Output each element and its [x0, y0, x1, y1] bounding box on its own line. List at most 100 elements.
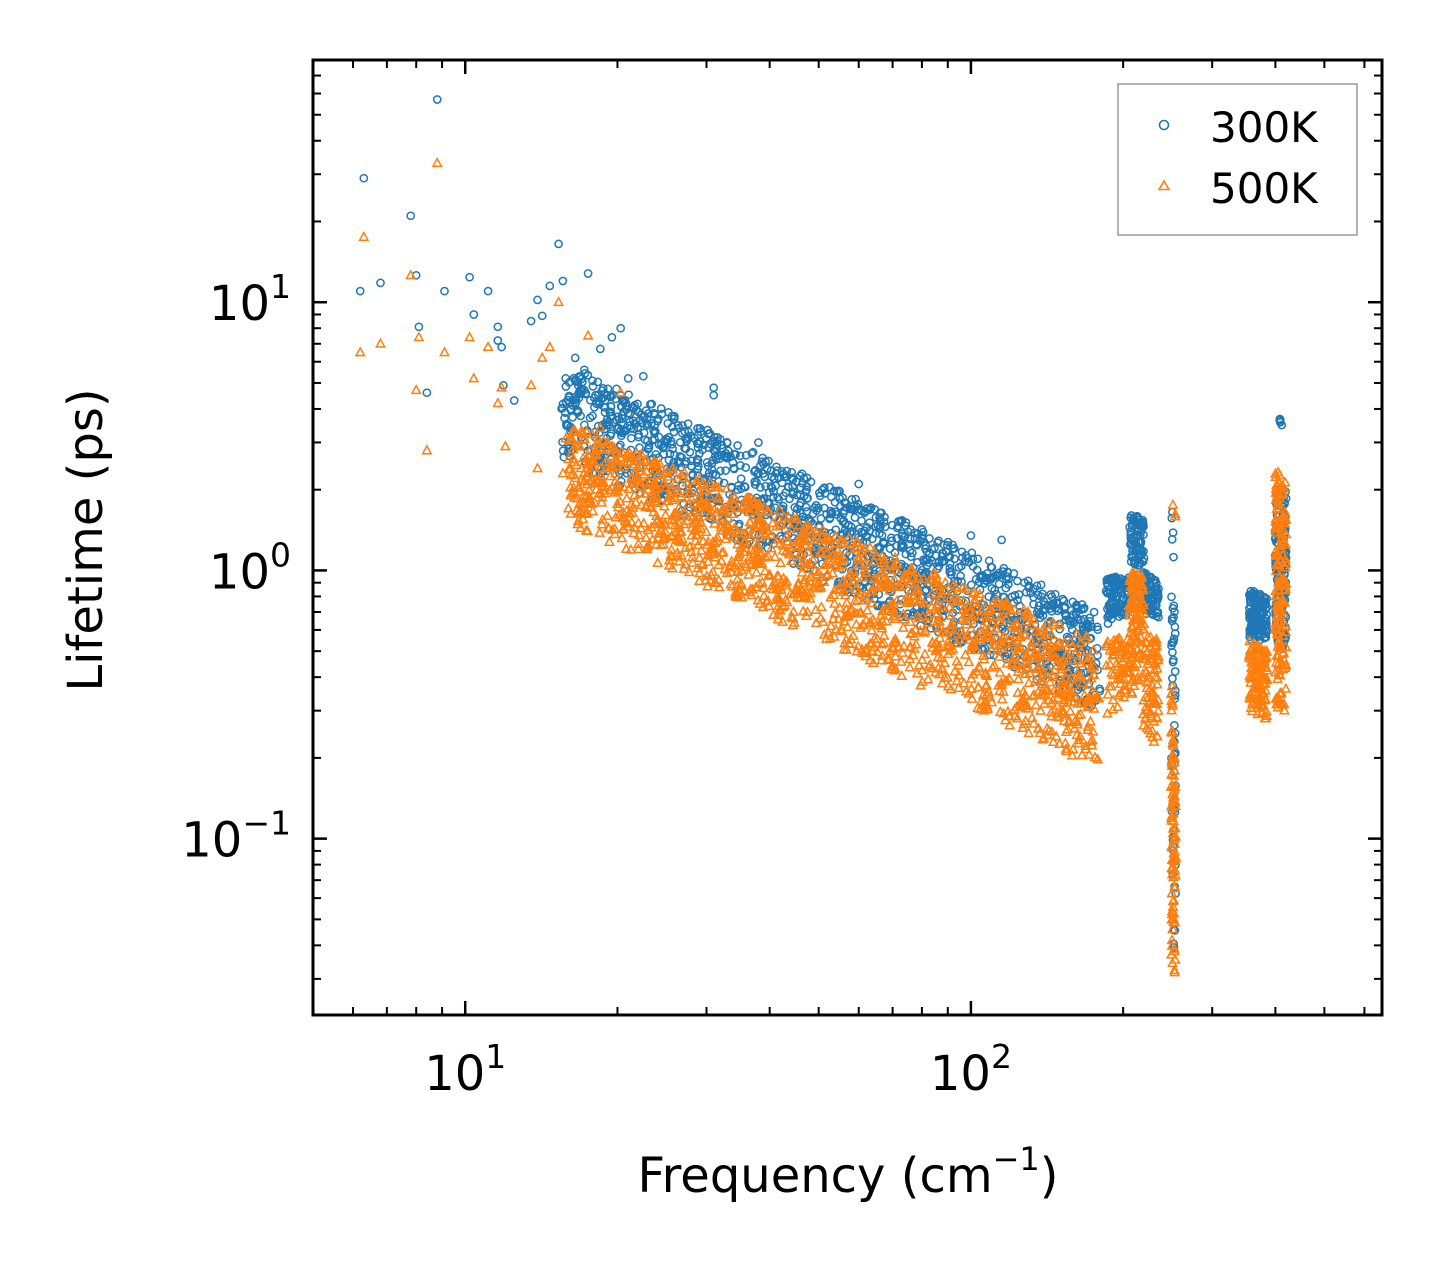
point-500k — [1037, 733, 1049, 744]
point-500k — [1276, 537, 1288, 548]
point-500k — [720, 533, 732, 544]
point-500k — [1083, 700, 1095, 711]
point-500k — [908, 579, 920, 590]
point-500k — [889, 551, 901, 562]
point-300k — [741, 450, 751, 460]
point-500k — [1254, 691, 1266, 702]
point-500k — [1247, 653, 1259, 664]
point-500k — [1245, 645, 1256, 656]
point-500k — [887, 601, 898, 612]
point-500k — [1052, 654, 1064, 665]
point-500k — [1060, 725, 1072, 736]
point-500k — [908, 642, 920, 653]
point-500k — [697, 535, 709, 546]
x-axis-label: Frequency (cm−1) — [637, 1140, 1058, 1204]
point-300k — [741, 463, 751, 472]
point-500k — [566, 487, 578, 498]
point-500k — [992, 596, 1004, 607]
point-500k — [957, 604, 969, 615]
point-500k — [980, 678, 992, 689]
point-500k — [981, 611, 993, 622]
point-500k — [945, 619, 957, 630]
point-300k — [937, 551, 947, 561]
point-500k — [1043, 724, 1055, 735]
point-500k — [713, 559, 725, 570]
point-500k — [926, 636, 938, 647]
point-500k — [1119, 680, 1131, 691]
point-500k — [895, 581, 907, 592]
point-500k — [855, 606, 867, 617]
point-500k — [581, 489, 593, 500]
point-300k — [681, 457, 691, 466]
point-500k — [740, 560, 752, 571]
point-300k — [626, 433, 636, 443]
point-300k — [599, 424, 609, 434]
point-500k — [738, 584, 750, 595]
point-500k — [1064, 705, 1076, 716]
point-300k — [1112, 602, 1122, 611]
point-500k — [854, 542, 866, 553]
point-500k — [753, 518, 765, 529]
point-300k — [716, 466, 725, 476]
point-500k — [889, 573, 900, 584]
point-300k — [1151, 600, 1161, 610]
point-500k — [611, 459, 623, 470]
point-500k — [948, 578, 960, 589]
point-500k — [993, 639, 1005, 650]
point-500k — [1168, 815, 1179, 826]
point-500k — [1131, 589, 1143, 600]
point-300k — [728, 458, 738, 467]
point-300k — [787, 468, 797, 477]
point-500k — [603, 535, 615, 546]
point-500k — [1141, 637, 1152, 648]
point-300k — [1167, 592, 1176, 602]
point-300k — [1038, 589, 1047, 599]
point-500k — [866, 624, 878, 635]
point-300k — [1275, 414, 1285, 424]
point-500k — [1006, 657, 1018, 668]
point-500k — [591, 448, 603, 459]
point-300k — [1107, 597, 1116, 607]
point-500k — [867, 585, 879, 596]
point-500k — [1040, 683, 1052, 694]
point-500k — [405, 269, 417, 280]
point-500k — [830, 550, 842, 561]
point-500k — [1012, 686, 1024, 697]
point-500k — [772, 608, 784, 619]
point-500k — [1051, 707, 1063, 718]
point-300k — [901, 521, 910, 531]
point-300k — [887, 536, 897, 546]
point-300k — [764, 456, 773, 466]
point-500k — [835, 623, 847, 634]
point-500k — [1077, 677, 1089, 688]
point-500k — [833, 561, 845, 572]
point-300k — [709, 383, 719, 393]
point-300k — [635, 443, 644, 452]
point-500k — [959, 648, 971, 659]
point-500k — [971, 601, 983, 612]
point-500k — [676, 468, 688, 479]
point-500k — [596, 518, 608, 529]
point-500k — [756, 504, 768, 515]
point-300k — [986, 575, 996, 584]
point-500k — [1244, 688, 1256, 699]
point-500k — [1274, 570, 1285, 581]
point-500k — [675, 490, 687, 501]
point-500k — [787, 612, 799, 623]
point-300k — [827, 492, 836, 502]
point-500k — [758, 589, 770, 600]
point-500k — [1169, 964, 1180, 975]
point-500k — [1050, 730, 1062, 741]
point-500k — [1043, 664, 1055, 675]
point-500k — [738, 546, 750, 557]
point-500k — [693, 501, 705, 512]
point-500k — [1256, 707, 1268, 718]
point-500k — [1060, 745, 1072, 756]
point-500k — [757, 601, 769, 612]
point-300k — [708, 437, 718, 446]
point-500k — [929, 603, 941, 614]
point-500k — [1080, 630, 1092, 641]
point-500k — [689, 523, 701, 534]
point-500k — [965, 622, 977, 633]
point-300k — [1000, 627, 1010, 636]
